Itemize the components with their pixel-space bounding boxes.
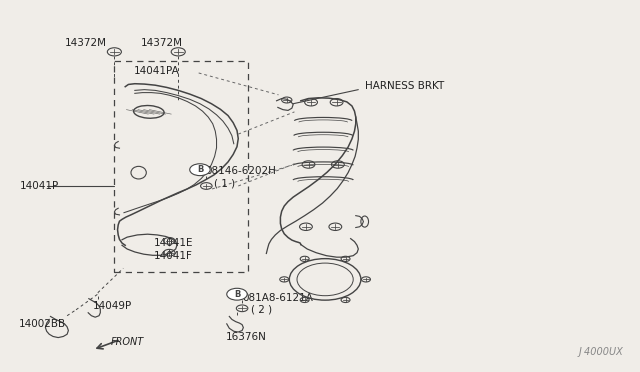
Text: 14041F: 14041F — [154, 251, 193, 262]
Text: B: B — [234, 290, 240, 299]
Text: 14049P: 14049P — [93, 301, 132, 311]
Bar — [115, 61, 248, 272]
Circle shape — [189, 164, 210, 176]
Text: ( 1 ): ( 1 ) — [214, 178, 235, 188]
Text: B: B — [196, 165, 203, 174]
Text: 16376N: 16376N — [225, 332, 266, 342]
Text: FRONT: FRONT — [111, 337, 144, 347]
Text: 14041P: 14041P — [20, 181, 59, 191]
Text: 081A8-6121A: 081A8-6121A — [242, 293, 313, 303]
Text: J 4000UX: J 4000UX — [579, 347, 623, 357]
Text: 14372M: 14372M — [65, 38, 106, 48]
Text: ( 2 ): ( 2 ) — [251, 305, 272, 315]
Text: 08146-6202H: 08146-6202H — [205, 166, 276, 176]
Text: 14372M: 14372M — [141, 38, 183, 48]
Text: 14041PA: 14041PA — [134, 66, 179, 76]
Text: 14002BB: 14002BB — [19, 319, 66, 329]
Text: 14041E: 14041E — [154, 238, 193, 248]
Text: HARNESS BRKT: HARNESS BRKT — [365, 81, 444, 91]
Ellipse shape — [134, 106, 164, 118]
Circle shape — [227, 288, 247, 300]
